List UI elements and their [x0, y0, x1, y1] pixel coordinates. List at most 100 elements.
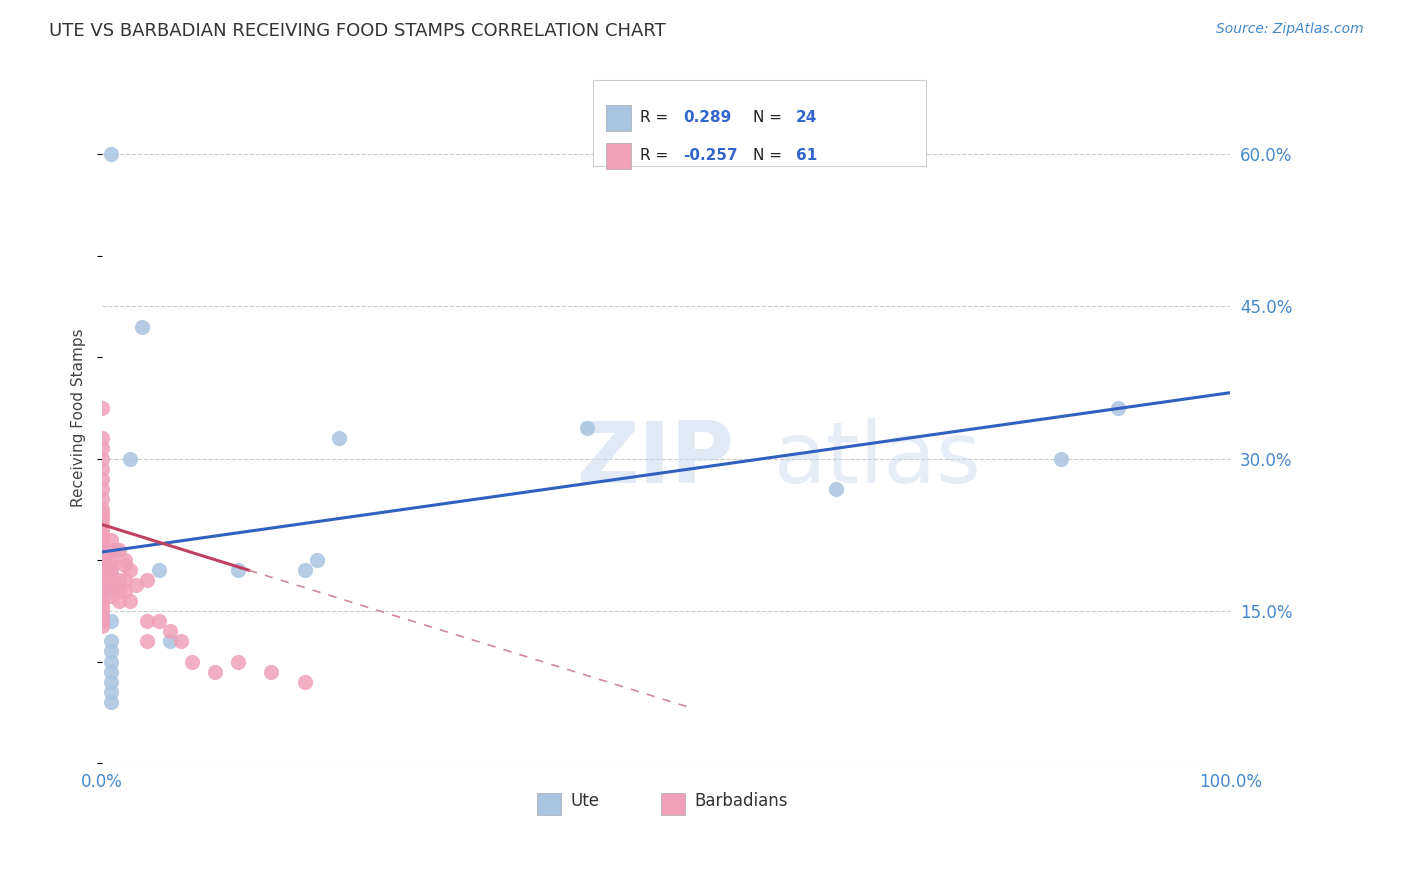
Text: N =: N = [754, 148, 787, 163]
Point [148, 563, 170, 577]
Point [91, 401, 114, 415]
Point [100, 655, 122, 669]
Point [181, 655, 204, 669]
Point [91, 538, 114, 552]
Text: ZIP: ZIP [576, 418, 734, 501]
Bar [537, 792, 561, 814]
Point [1107, 401, 1129, 415]
Point [91, 502, 114, 516]
Text: atlas: atlas [773, 418, 981, 501]
Point [91, 553, 114, 567]
Text: R =: R = [640, 148, 673, 163]
Point [125, 578, 148, 592]
FancyBboxPatch shape [593, 80, 925, 166]
Point [91, 583, 114, 598]
Point [100, 665, 122, 679]
Point [108, 593, 131, 607]
Point [100, 147, 122, 161]
Point [91, 608, 114, 623]
Point [114, 558, 136, 573]
Point [131, 319, 153, 334]
Point [1050, 451, 1073, 466]
Text: 0.289: 0.289 [683, 111, 731, 126]
Point [91, 599, 114, 613]
Text: 61: 61 [796, 148, 817, 163]
Point [100, 563, 122, 577]
Point [824, 482, 846, 496]
Point [100, 674, 122, 689]
Point [91, 593, 114, 607]
Point [108, 583, 131, 598]
Point [114, 553, 136, 567]
Point [100, 543, 122, 558]
Text: R =: R = [640, 111, 673, 126]
Text: Barbadians: Barbadians [695, 792, 787, 810]
Point [91, 568, 114, 582]
Point [100, 644, 122, 658]
Point [170, 634, 193, 648]
Point [91, 563, 114, 577]
Text: 24: 24 [796, 111, 817, 126]
Point [91, 482, 114, 496]
Point [91, 512, 114, 526]
Point [294, 674, 316, 689]
Point [148, 614, 170, 628]
Point [576, 421, 599, 435]
Bar [661, 792, 686, 814]
Point [91, 431, 114, 445]
Point [294, 563, 316, 577]
Point [120, 451, 142, 466]
Text: Source: ZipAtlas.com: Source: ZipAtlas.com [1216, 22, 1364, 37]
Text: UTE VS BARBADIAN RECEIVING FOOD STAMPS CORRELATION CHART: UTE VS BARBADIAN RECEIVING FOOD STAMPS C… [49, 22, 666, 40]
Point [100, 558, 122, 573]
Point [91, 451, 114, 466]
Point [120, 563, 142, 577]
Bar [606, 104, 631, 131]
Point [108, 574, 131, 588]
Point [91, 578, 114, 592]
Point [100, 589, 122, 603]
Bar [606, 143, 631, 169]
Point [100, 583, 122, 598]
Point [305, 553, 328, 567]
Point [91, 517, 114, 532]
Text: N =: N = [754, 111, 787, 126]
Point [100, 563, 122, 577]
Point [100, 634, 122, 648]
Point [108, 543, 131, 558]
Point [100, 574, 122, 588]
Point [91, 533, 114, 547]
Point [260, 665, 283, 679]
Point [136, 634, 159, 648]
Point [91, 558, 114, 573]
Text: -0.257: -0.257 [683, 148, 738, 163]
Point [100, 695, 122, 709]
Point [100, 614, 122, 628]
Point [91, 472, 114, 486]
Point [91, 614, 114, 628]
Point [91, 548, 114, 562]
Point [91, 604, 114, 618]
Point [91, 523, 114, 537]
Y-axis label: Receiving Food Stamps: Receiving Food Stamps [72, 328, 86, 508]
Point [91, 527, 114, 541]
Point [120, 593, 142, 607]
Point [159, 634, 181, 648]
Point [104, 543, 127, 558]
Point [100, 685, 122, 699]
Point [91, 574, 114, 588]
Point [91, 442, 114, 456]
Point [91, 543, 114, 558]
Point [136, 574, 159, 588]
Point [100, 578, 122, 592]
Point [136, 614, 159, 628]
Point [226, 655, 249, 669]
Point [100, 533, 122, 547]
Point [226, 563, 249, 577]
Point [91, 462, 114, 476]
Text: Ute: Ute [571, 792, 599, 810]
Point [100, 553, 122, 567]
Point [91, 492, 114, 507]
Point [114, 583, 136, 598]
Point [328, 431, 350, 445]
